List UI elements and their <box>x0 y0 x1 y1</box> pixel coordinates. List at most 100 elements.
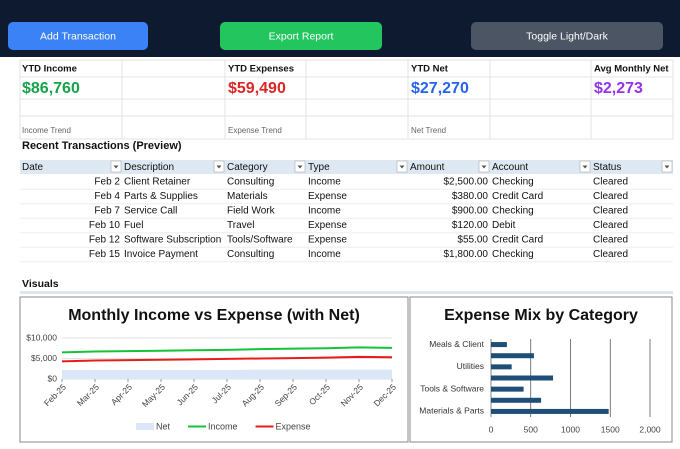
x-tick-label: 1000 <box>561 424 580 434</box>
legend-label: Net <box>156 421 171 431</box>
button-label[interactable]: Export Report <box>269 30 334 42</box>
table-cell: Expense <box>308 191 347 202</box>
legend-label: Income <box>208 421 238 431</box>
chart-title: Monthly Income vs Expense (with Net) <box>68 307 360 324</box>
table-cell: $900.00 <box>452 206 489 217</box>
table-cell: Tools/Software <box>227 235 293 246</box>
kpi-trend-label: Income Trend <box>22 126 71 135</box>
table-cell: Checking <box>492 177 534 188</box>
chart-panel <box>409 296 673 443</box>
table-header <box>20 160 673 174</box>
table-cell: Parts & Supplies <box>124 191 198 202</box>
kpi-trend-label: Expense Trend <box>228 126 282 135</box>
table-cell: $120.00 <box>452 220 489 231</box>
table-cell: Feb 10 <box>89 220 121 231</box>
button-label[interactable]: Toggle Light/Dark <box>526 30 608 42</box>
section-title: Visuals <box>22 278 59 290</box>
table-cell: Cleared <box>593 206 628 217</box>
kpi-trend-label: Net Trend <box>411 126 446 135</box>
table-cell: Field Work <box>227 206 276 217</box>
area <box>62 369 392 379</box>
table-cell: Debit <box>492 220 516 231</box>
bar <box>491 375 554 381</box>
table-cell: Client Retainer <box>124 177 191 188</box>
y-tick-label: Utilities <box>457 361 484 371</box>
x-tick-label: 0 <box>489 424 494 434</box>
line <box>61 346 393 354</box>
table-cell: Expense <box>308 220 347 231</box>
legend-label: Expense <box>276 421 311 431</box>
y-tick-label: $0 <box>48 373 58 383</box>
table-cell: Service Call <box>124 206 177 217</box>
kpi-value: $59,490 <box>228 80 286 97</box>
y-tick-label: Tools & Software <box>420 383 484 393</box>
filter-arrow <box>113 165 119 169</box>
table-cell: Cleared <box>593 177 628 188</box>
table-cell: Feb 2 <box>94 177 120 188</box>
bar <box>491 397 542 403</box>
table-cell: Feb 15 <box>89 249 121 260</box>
x-tick-label: 2,000 <box>639 424 661 434</box>
y-tick-label: $5,000 <box>31 353 57 363</box>
table-cell: Cleared <box>593 191 628 202</box>
table-cell: Credit Card <box>492 235 543 246</box>
chart-title: Expense Mix by Category <box>444 307 638 324</box>
table-cell: Travel <box>227 220 254 231</box>
table-cell: Income <box>308 177 341 188</box>
table-cell: Cleared <box>593 249 628 260</box>
bar <box>491 364 512 370</box>
table-cell: $2,500.00 <box>444 177 489 188</box>
column-header: Amount <box>410 162 445 173</box>
table-cell: Consulting <box>227 177 274 188</box>
x-tick-label: 500 <box>524 424 538 434</box>
chart-panel <box>19 296 409 443</box>
table-cell: $380.00 <box>452 191 489 202</box>
button[interactable] <box>8 22 148 50</box>
table-cell: Invoice Payment <box>124 249 198 260</box>
table-cell: Credit Card <box>492 191 543 202</box>
kpi-label: YTD Income <box>22 64 77 75</box>
button[interactable] <box>471 22 663 50</box>
kpi-value: $27,270 <box>411 80 469 97</box>
legend-swatch <box>136 423 154 430</box>
table-cell: Fuel <box>124 220 143 231</box>
bar <box>491 408 609 414</box>
y-tick-label: $10,000 <box>26 332 57 342</box>
column-header: Type <box>308 162 330 173</box>
kpi-value: $2,273 <box>594 80 643 97</box>
bar <box>491 386 524 392</box>
table-cell: Checking <box>492 206 534 217</box>
table-cell: Materials <box>227 191 268 202</box>
column-header: Category <box>227 162 268 173</box>
kpi-label: YTD Expenses <box>228 64 294 75</box>
kpi-label: Avg Monthly Net <box>594 64 669 75</box>
filter-arrow <box>481 165 487 169</box>
table-cell: Feb 7 <box>94 206 120 217</box>
table-cell: Income <box>308 249 341 260</box>
table-cell: Feb 4 <box>94 191 120 202</box>
table-cell: $1,800.00 <box>444 249 489 260</box>
table-cell: Income <box>308 206 341 217</box>
table-cell: Consulting <box>227 249 274 260</box>
table-cell: Cleared <box>593 235 628 246</box>
bar <box>491 342 507 348</box>
column-header: Date <box>22 162 44 173</box>
kpi-label: YTD Net <box>411 64 449 75</box>
filter-arrow <box>582 165 588 169</box>
table-cell: Expense <box>308 235 347 246</box>
filter-arrow <box>664 165 670 169</box>
y-tick-label: Materials & Parts <box>419 406 484 416</box>
section-rule <box>20 291 673 294</box>
button[interactable] <box>220 22 382 50</box>
table-title: Recent Transactions (Preview) <box>22 140 182 152</box>
line <box>61 355 393 363</box>
kpi-value: $86,760 <box>22 80 80 97</box>
filter-arrow <box>399 165 405 169</box>
table-cell: Feb 12 <box>89 235 121 246</box>
column-header: Status <box>593 162 621 173</box>
button-label[interactable]: Add Transaction <box>40 30 116 42</box>
table-cell: $55.00 <box>457 235 488 246</box>
filter-arrow <box>216 165 222 169</box>
bar <box>491 353 534 359</box>
